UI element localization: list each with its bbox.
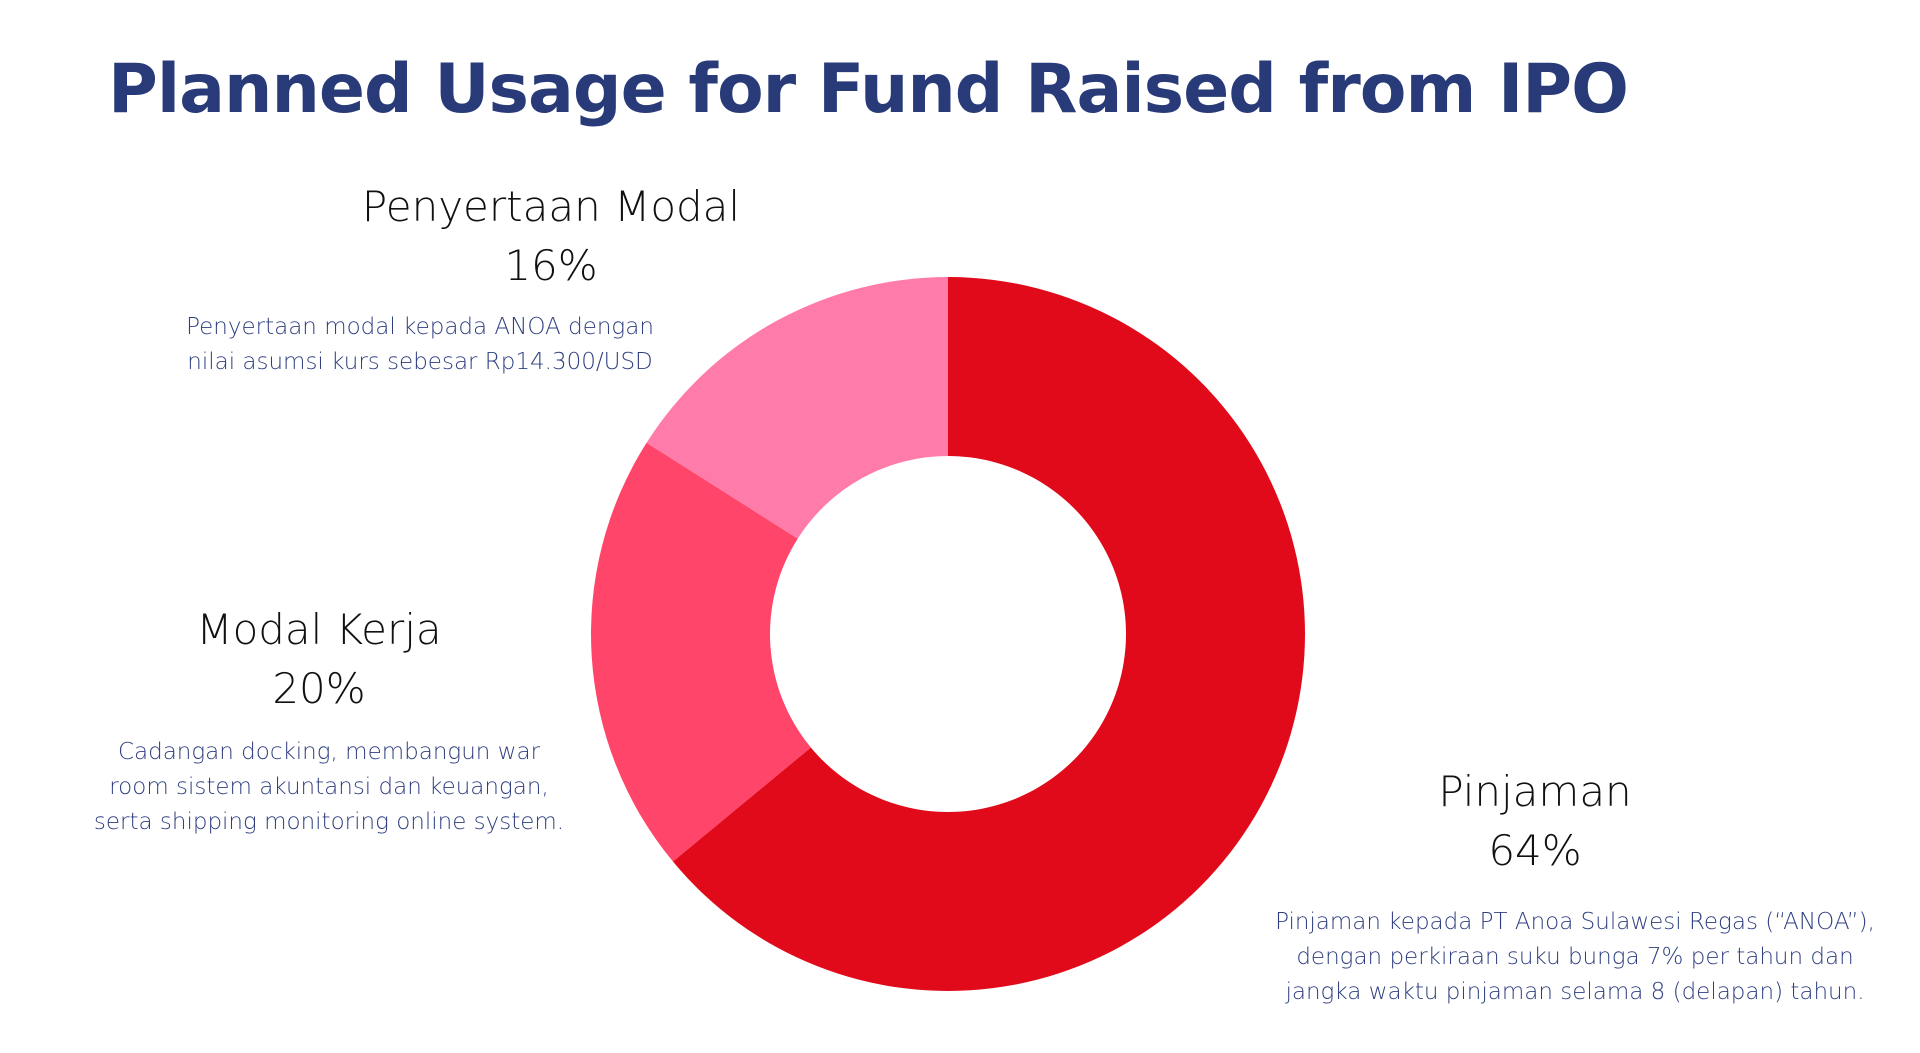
- slice-description-penyertaan-modal: Penyertaan modal kepada ANOA dengan nila…: [186, 310, 654, 380]
- slice-label-penyertaan-modal: Penyertaan Modal 16%: [362, 182, 740, 290]
- chart-title: Planned Usage for Fund Raised from IPO: [108, 50, 1629, 129]
- slice-description-pinjaman: Pinjaman kepada PT Anoa Sulawesi Regas (…: [1275, 905, 1875, 1010]
- slice-label-pinjaman: Pinjaman 64%: [1438, 767, 1631, 875]
- slice-name: Pinjaman: [1438, 767, 1632, 816]
- slice-name: Modal Kerja: [196, 605, 442, 654]
- description-line: jangka waktu pinjaman selama 8 (delapan)…: [1285, 979, 1865, 1005]
- description-line: dengan perkiraan suku bunga 7% per tahun…: [1296, 944, 1854, 970]
- description-line: Penyertaan modal kepada ANOA dengan: [186, 314, 654, 340]
- slice-description-modal-kerja: Cadangan docking, membangun war room sis…: [94, 735, 564, 840]
- description-line: serta shipping monitoring online system.: [93, 809, 565, 835]
- slice-percent: 16%: [504, 241, 598, 290]
- description-line: Cadangan docking, membangun war: [117, 739, 541, 765]
- slice-percent: 20%: [272, 664, 366, 713]
- slice-label-modal-kerja: Modal Kerja 20%: [196, 605, 441, 713]
- slice-name: Penyertaan Modal: [361, 182, 741, 231]
- donut-slice-modal-kerja: [591, 442, 811, 862]
- description-line: nilai asumsi kurs sebesar Rp14.300/USD: [187, 349, 653, 375]
- slice-percent: 64%: [1488, 826, 1582, 875]
- description-line: room sistem akuntansi dan keuangan,: [109, 774, 549, 800]
- description-line: Pinjaman kepada PT Anoa Sulawesi Regas (…: [1275, 909, 1875, 935]
- donut-slice-penyertaan-modal: [646, 277, 948, 539]
- donut-slice-pinjaman: [672, 277, 1305, 992]
